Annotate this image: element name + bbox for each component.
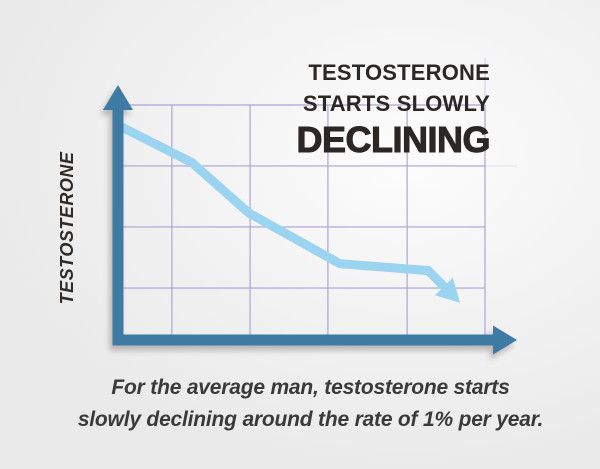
data-line (116, 121, 454, 297)
chart-title: TESTOSTERONE STARTS SLOWLY DECLINING (296, 57, 491, 160)
x-axis (112, 334, 495, 346)
caption-line-2: slowly declining around the rate of 1% p… (77, 408, 544, 431)
x-axis-arrowhead (493, 325, 517, 355)
axes-group (103, 85, 517, 355)
y-axis-label: TESTOSTERONE (57, 151, 77, 305)
caption-line-1: For the average man, testosterone starts (111, 376, 510, 399)
data-line-arrowhead (434, 277, 461, 303)
chart-title-line-2: STARTS SLOWLY (302, 91, 490, 116)
y-axis (112, 106, 124, 346)
chart-title-line-3: DECLINING (296, 119, 491, 160)
chart-caption: For the average man, testosterone starts… (0, 372, 600, 436)
chart-title-line-1: TESTOSTERONE (308, 60, 490, 85)
y-axis-arrowhead (103, 85, 133, 110)
